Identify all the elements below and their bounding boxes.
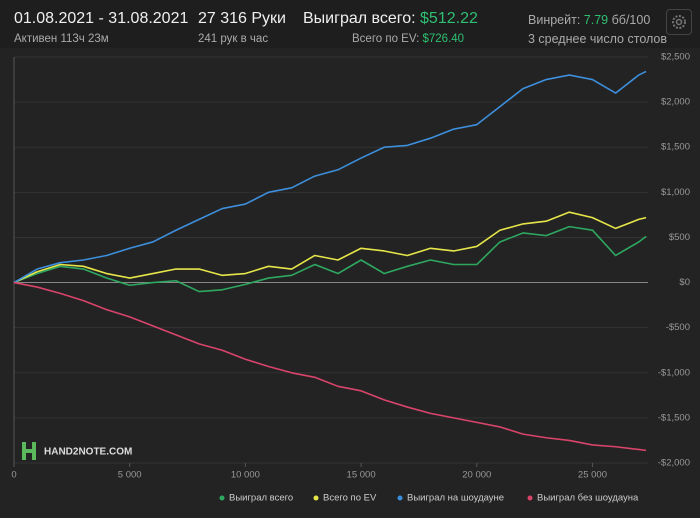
logo: HAND2NOTE.COM (22, 442, 132, 460)
legend-label: Выиграл всего (229, 493, 293, 504)
y-tick-label: -$1,000 (658, 367, 690, 378)
y-tick-label: $2,500 (661, 52, 690, 63)
gear-icon (672, 15, 686, 29)
series-line (13, 211, 647, 284)
ev-label: Всего по EV: (352, 33, 420, 45)
series-line (13, 70, 647, 284)
y-tick-label: $1,500 (661, 142, 690, 153)
tables: 3 среднее число столов (528, 32, 668, 46)
legend-marker (397, 495, 403, 501)
y-tick-label: -$1,500 (658, 412, 690, 423)
series-line (13, 225, 647, 293)
y-tick-label: -$500 (666, 322, 690, 333)
series-line (13, 281, 647, 452)
y-tick-label: $500 (669, 232, 690, 243)
chart: HAND2NOTE.COM -$2,000 -$1,500 -$1,000 -$500… (0, 48, 700, 518)
y-tick-label: $0 (679, 277, 690, 288)
date-range: 01.08.2021 - 31.08.2021 (14, 10, 189, 27)
x-tick-label: 25 000 (578, 470, 607, 481)
winrate-unit: бб/100 (611, 13, 651, 27)
won-label: Выиграл всего: (303, 10, 416, 27)
legend-label: Выиграл без шоудауна (537, 493, 639, 504)
winrate-value: 7.79 (583, 13, 609, 27)
won-value: $512.22 (420, 10, 478, 27)
legend-marker (313, 495, 319, 501)
legend-marker (527, 495, 533, 501)
ev-total: Всего по EV: $726.40 (352, 33, 464, 45)
winrate-label: Винрейт: (528, 13, 581, 27)
y-tick-label: $1,000 (661, 187, 690, 198)
settings-button[interactable] (666, 9, 692, 35)
legend-marker (219, 495, 225, 501)
winrate: Винрейт: 7.79 бб/100 (528, 13, 650, 27)
hands: 27 316 Руки (198, 10, 286, 27)
y-tick-label: $2,000 (661, 97, 690, 108)
won-total: Выиграл всего: $512.22 (303, 10, 478, 28)
x-tick-label: 10 000 (231, 470, 260, 481)
legend-label: Всего по EV (323, 493, 377, 504)
y-tick-label: -$2,000 (658, 458, 690, 469)
legend-label: Выиграл на шоудауне (407, 493, 504, 504)
x-tick-label: 20 000 (462, 470, 491, 481)
ev-value: $726.40 (422, 33, 465, 45)
x-tick-label: 15 000 (347, 470, 376, 481)
logo-text: HAND2NOTE.COM (44, 447, 132, 458)
active-time: Активен 113ч 23м (14, 33, 109, 45)
hands-per-hour: 241 рук в час (198, 33, 269, 45)
x-tick-label: 0 (11, 470, 16, 481)
x-tick-label: 5 000 (118, 470, 142, 481)
